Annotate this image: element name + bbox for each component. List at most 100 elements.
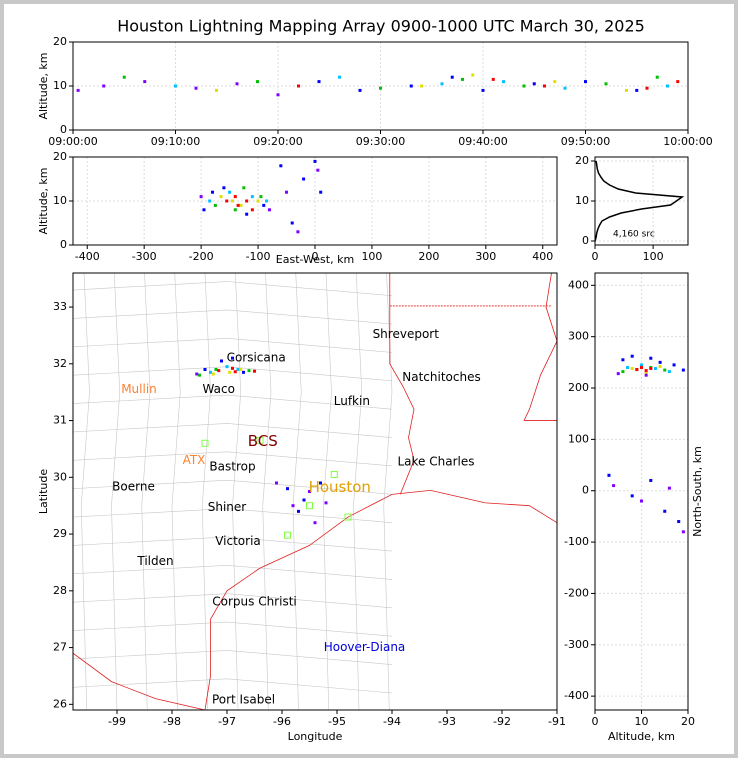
source-point [214,367,218,371]
panel-frame [72,41,689,131]
source-point [199,195,203,199]
county-line [141,273,151,710]
y-tick-label: 0 [60,123,67,136]
x-tick-label: -98 [163,715,181,728]
source-point [253,369,256,373]
source-point [644,373,648,377]
y-tick-label: 0 [60,238,67,251]
source-point [220,359,223,363]
x-tick-label: -96 [273,715,291,728]
panel-frame [72,272,558,711]
plot-area [73,42,688,130]
source-point [522,84,526,88]
source-point [256,199,260,203]
x-tick-label: 100 [361,250,382,263]
source-point [626,365,630,369]
source-point [584,80,587,84]
source-point [319,481,322,485]
source-point [553,80,557,84]
x-tick-label: -91 [548,715,566,728]
source-point [265,199,269,203]
x-tick-label: 09:40:00 [458,135,507,148]
x-tick-label: 0 [592,250,599,263]
source-point [198,373,201,377]
x-tick-label: 0 [592,715,599,728]
x-tick-label: 09:50:00 [561,135,610,148]
city-label: Corsicana [227,351,286,365]
plot-area [595,273,688,710]
source-point [211,190,215,194]
source-point [242,370,245,374]
source-point [663,368,667,372]
altitude-histogram [595,160,685,242]
source-point [667,370,671,374]
county-line [201,273,211,710]
source-point [644,369,648,373]
county-line [73,309,393,325]
x-tick-label: 100 [643,250,664,263]
city-label: Port Isabel [212,692,275,706]
y-tick-label: -300 [564,638,589,651]
y-tick-label: 32 [53,357,67,370]
plot-area: Corsicana Shreveport Natchitoches Lufkin Wac… [73,273,557,710]
source-point [625,88,628,92]
source-point [279,164,283,168]
x-tick-label: 400 [532,250,553,263]
county-line [232,273,242,710]
source-point [297,84,300,88]
source-point [215,88,218,92]
county-line [73,508,393,524]
y-axis-label: Altitude, km [37,52,50,119]
source-point [676,80,680,84]
x-tick-label: 10:00:00 [663,135,712,148]
source-point [202,208,206,212]
source-point [667,486,671,490]
y-tick-label: 0 [582,234,589,247]
station [284,531,291,539]
source-point [612,484,616,488]
source-point [76,88,80,92]
source-point [420,84,423,88]
source-point [233,370,237,374]
source-point [640,363,643,367]
y-tick-label: 30 [53,470,67,483]
city-label: Mullin [121,382,157,396]
source-point [250,195,254,199]
source-point [316,168,320,172]
county-line [73,650,393,665]
x-axis-label: Altitude, km [608,730,675,743]
y-tick-label: 26 [53,697,67,710]
source-point [621,358,625,362]
source-point [677,520,681,524]
source-point [658,364,662,368]
y-tick-label: 200 [568,381,589,394]
source-point [290,221,294,225]
x-axis-label: Longitude [288,730,343,743]
source-point [461,77,464,81]
source-point [481,88,485,92]
source-point [286,487,289,491]
source-point [235,82,239,86]
x-tick-label: 09:10:00 [151,135,200,148]
source-point [491,77,495,81]
source-point [409,84,413,88]
plot-area [595,157,688,245]
county-line [262,273,272,710]
x-tick-label: -300 [132,250,157,263]
city-label: Lufkin [334,394,370,408]
y-tick-label: 20 [575,154,589,167]
source-point [233,195,237,199]
border [389,273,415,495]
source-point [649,367,653,371]
city-label: Natchitoches [402,370,480,384]
source-point [213,203,217,207]
y-tick-label: 10 [53,194,67,207]
y-tick-label: -200 [564,586,589,599]
source-point [649,478,653,482]
source-point [275,481,278,485]
source-point [616,372,620,376]
source-point [236,367,240,371]
city-label: Shreveport [373,327,440,341]
city-label: Houston [309,478,371,496]
city-label: Corpus Christi [212,595,297,609]
